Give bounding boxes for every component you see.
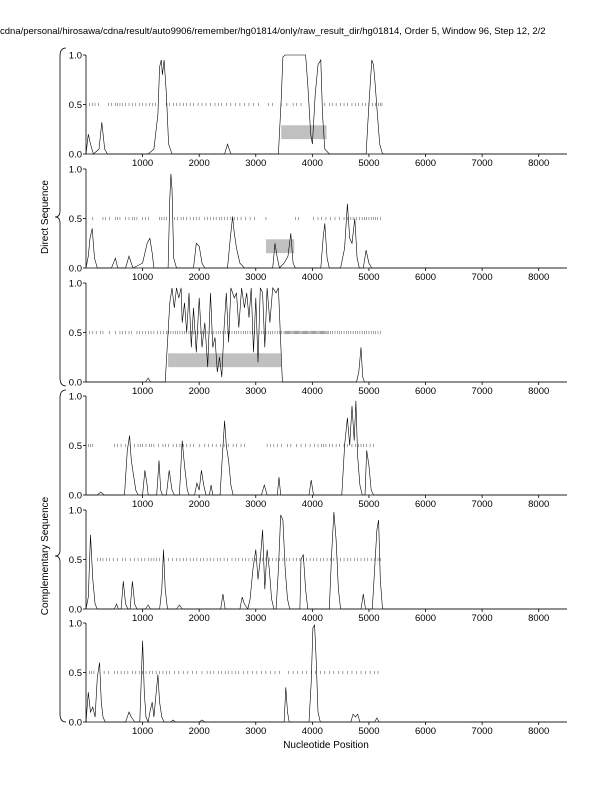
panel-2-x-tick-label: 2000 <box>189 272 210 283</box>
panel-4-x-tick-label: 6000 <box>415 499 436 510</box>
panel-4-y-tick-label: 0.0 <box>69 491 82 502</box>
panel-3-x-tick-label: 8000 <box>528 386 549 397</box>
direct-sequence-label: Direct Sequence <box>40 180 51 254</box>
panel-1-y-tick-label: 0.5 <box>69 100 82 111</box>
panel-4-x-tick-label: 7000 <box>472 499 493 510</box>
panel-1-x-tick-label: 2000 <box>189 158 210 169</box>
panel-2-series-line <box>85 173 567 269</box>
panel-1-x-tick-label: 7000 <box>472 158 493 169</box>
panel-5-y-tick-label: 0.0 <box>69 605 82 616</box>
panel-6-y-tick-label: 0.0 <box>69 718 82 729</box>
panel-5-series-line <box>85 511 567 610</box>
panel-6-x-tick-label: 3000 <box>245 726 266 737</box>
panel-3-x-tick-label: 7000 <box>472 386 493 397</box>
panel-1-x-tick-label: 3000 <box>245 158 266 169</box>
panel-5-x-tick-label: 8000 <box>528 613 549 624</box>
panel-3-y-tick-label: 0.0 <box>69 378 82 389</box>
panel-1-x-tick-label: 4000 <box>302 158 323 169</box>
panel-2-y-tick-label: 1.0 <box>69 165 82 176</box>
panel-1-y-tick-label: 0.0 <box>69 150 82 161</box>
panel-5-x-tick-label: 4000 <box>302 613 323 624</box>
direct-sequence-brace <box>54 47 67 387</box>
panel-2-x-tick-label: 3000 <box>245 272 266 283</box>
panel-3-x-tick-label: 2000 <box>189 386 210 397</box>
panel-2-y-tick-label: 0.5 <box>69 214 82 225</box>
panel-3-shaded-box-1 <box>168 353 282 368</box>
panel-4-x-tick-label: 1000 <box>132 499 153 510</box>
panel-2-shaded-box-1 <box>265 239 295 254</box>
panel-6-series-line <box>85 623 567 724</box>
panel-5-x-tick-label: 7000 <box>472 613 493 624</box>
panel-5-x-tick-label: 6000 <box>415 613 436 624</box>
panel-5-y-tick-label: 1.0 <box>69 506 82 517</box>
panel-4-x-tick-label: 8000 <box>528 499 549 510</box>
panel-1-x-tick-label: 6000 <box>415 158 436 169</box>
complementary-sequence-label: Complementary Sequence <box>40 496 51 615</box>
panel-4-x-tick-label: 3000 <box>245 499 266 510</box>
panel-6-x-tick-label: 7000 <box>472 726 493 737</box>
x-axis-title: Nucleotide Position <box>283 740 369 751</box>
panel-2-x-tick-label: 1000 <box>132 272 153 283</box>
panel-4-x-tick-label: 5000 <box>358 499 379 510</box>
panel-2-x-tick-label: 5000 <box>358 272 379 283</box>
panel-1-y-tick-label: 1.0 <box>69 51 82 62</box>
panel-1-shaded-box-1 <box>281 125 327 140</box>
panel-5-x-tick-label: 1000 <box>132 613 153 624</box>
panel-6-x-tick-label: 5000 <box>358 726 379 737</box>
panel-3-x-tick-label: 5000 <box>358 386 379 397</box>
panel-3-series-line <box>86 287 567 383</box>
panel-3-x-tick-label: 3000 <box>245 386 266 397</box>
panel-3-x-tick-label: 4000 <box>302 386 323 397</box>
panel-6-x-tick-label: 2000 <box>189 726 210 737</box>
panel-6-x-tick-label: 8000 <box>528 726 549 737</box>
panel-1-series-line <box>85 54 567 155</box>
panel-1-x-tick-label: 5000 <box>358 158 379 169</box>
panel-5-x-tick-label: 3000 <box>245 613 266 624</box>
panel-4-y-tick-label: 0.5 <box>69 441 82 452</box>
panel-6-y-tick-label: 1.0 <box>69 619 82 630</box>
panel-4-x-tick-label: 4000 <box>302 499 323 510</box>
panel-4-series-line <box>86 400 567 496</box>
complementary-sequence-brace <box>54 389 67 723</box>
panel-3-y-tick-label: 0.5 <box>69 328 82 339</box>
panel-4-y-tick-label: 1.0 <box>69 392 82 403</box>
panel-1-x-tick-label: 8000 <box>528 158 549 169</box>
panel-3-x-tick-label: 1000 <box>132 386 153 397</box>
panel-2-x-tick-label: 8000 <box>528 272 549 283</box>
panel-4-x-tick-label: 2000 <box>189 499 210 510</box>
panel-5-x-tick-label: 5000 <box>358 613 379 624</box>
panel-2-y-tick-label: 0.0 <box>69 264 82 275</box>
panel-2-x-tick-label: 7000 <box>472 272 493 283</box>
panel-6-x-tick-label: 6000 <box>415 726 436 737</box>
panel-2-x-tick-label: 6000 <box>415 272 436 283</box>
panel-3-y-tick-label: 1.0 <box>69 279 82 290</box>
panel-1-x-tick-label: 1000 <box>132 158 153 169</box>
panel-6-x-tick-label: 1000 <box>132 726 153 737</box>
panel-6-x-tick-label: 4000 <box>302 726 323 737</box>
panel-6-y-tick-label: 0.5 <box>69 668 82 679</box>
panel-3-x-tick-label: 6000 <box>415 386 436 397</box>
panel-5-x-tick-label: 2000 <box>189 613 210 624</box>
panel-5-y-tick-label: 0.5 <box>69 555 82 566</box>
panel-2-x-tick-label: 4000 <box>302 272 323 283</box>
chart-header: cdna/personal/hirosawa/cdna/result/auto9… <box>0 26 546 37</box>
